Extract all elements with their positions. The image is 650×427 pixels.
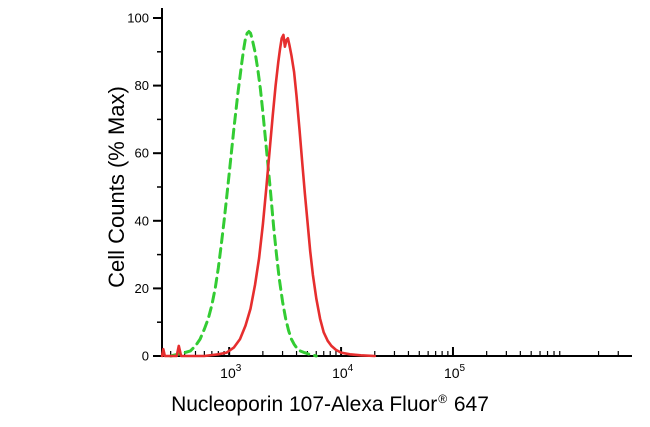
y-axis-title: Cell Counts (% Max) bbox=[104, 86, 129, 288]
x-tick-label: 103 bbox=[220, 363, 242, 381]
y-tick-label: 60 bbox=[135, 146, 149, 161]
y-tick-label: 0 bbox=[142, 349, 149, 364]
x-axis-title-main: Nucleoporin 107-Alexa Fluor bbox=[171, 393, 438, 416]
y-tick-label: 100 bbox=[127, 11, 149, 26]
y-tick-label: 20 bbox=[135, 281, 149, 296]
x-axis-title: Nucleoporin 107-Alexa Fluor® 647 bbox=[60, 392, 600, 422]
x-tick-label: 104 bbox=[332, 363, 354, 381]
y-tick-label: 80 bbox=[135, 78, 149, 93]
series-nucleoporin-107-curve bbox=[160, 33, 377, 358]
registered-trademark-symbol: ® bbox=[438, 392, 448, 406]
y-tick-label: 40 bbox=[135, 213, 149, 228]
series-control-curve bbox=[169, 30, 318, 358]
x-axis-title-tail: 647 bbox=[448, 393, 489, 416]
x-tick-label: 105 bbox=[444, 363, 466, 381]
